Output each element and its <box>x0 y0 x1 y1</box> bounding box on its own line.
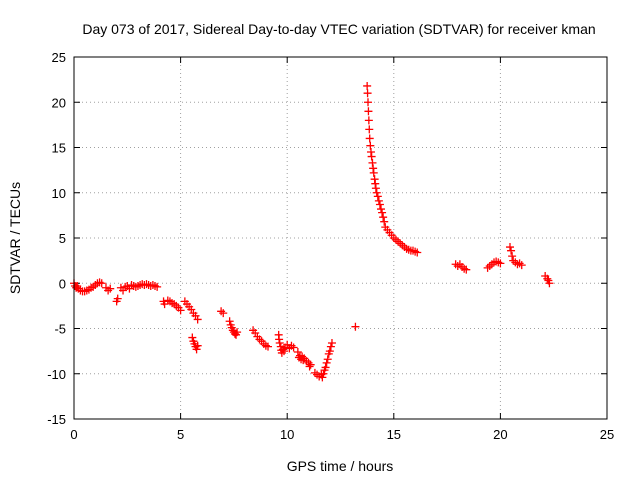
data-point-marker <box>364 98 373 107</box>
y-axis-label: SDTVAR / TECUs <box>7 182 23 294</box>
data-point-marker <box>225 317 234 326</box>
data-point-marker <box>325 347 334 356</box>
data-point-marker <box>396 239 405 248</box>
data-point-marker <box>176 306 185 315</box>
tick-layer: 0 5 10 15 20 25 -15 -10 -5 0 5 10 15 20 25 <box>47 50 614 442</box>
data-point-marker <box>507 246 516 255</box>
data-point-marker <box>323 355 332 364</box>
y-tick-label: -15 <box>47 412 66 427</box>
plot-frame <box>73 56 608 420</box>
data-point-marker <box>496 259 505 268</box>
data-point-marker <box>113 294 122 303</box>
data-point-marker <box>327 338 336 347</box>
grid-layer <box>74 57 607 419</box>
data-point-marker <box>545 279 554 288</box>
data-point-marker <box>371 184 380 193</box>
data-point-marker <box>363 81 372 90</box>
y-tick-label: 15 <box>52 141 66 156</box>
data-point-marker <box>373 192 382 201</box>
data-point-marker <box>398 241 407 250</box>
data-point-marker <box>293 348 302 357</box>
data-point-marker <box>275 338 284 347</box>
data-point-marker <box>483 263 492 272</box>
data-point-marker <box>153 282 162 291</box>
data-point-marker <box>133 281 142 290</box>
data-point-marker <box>193 315 202 324</box>
data-point-marker <box>121 282 130 291</box>
data-point-marker <box>408 246 417 255</box>
data-point-marker <box>391 235 400 244</box>
data-point-marker <box>485 262 494 271</box>
data-point-marker <box>280 347 289 356</box>
data-point-marker <box>462 265 471 274</box>
data-point-marker <box>413 248 422 257</box>
data-point-marker <box>97 279 106 288</box>
y-tick-label: 0 <box>59 276 66 291</box>
data-point-marker <box>380 217 389 226</box>
y-tick-label: -5 <box>54 322 66 337</box>
marker-layer <box>70 81 554 382</box>
x-tick-label: 10 <box>280 427 294 442</box>
data-point-marker <box>364 116 373 125</box>
data-point-marker <box>142 280 151 289</box>
data-point-marker <box>494 258 503 267</box>
x-tick-label: 15 <box>387 427 401 442</box>
data-point-marker <box>517 261 526 270</box>
data-point-marker <box>306 360 315 369</box>
y-tick-label: 10 <box>52 186 66 201</box>
x-tick-label: 20 <box>493 427 507 442</box>
data-point-marker <box>193 341 202 350</box>
chart-title: Day 073 of 2017, Sidereal Day-to-day VTE… <box>82 21 595 37</box>
data-point-marker <box>394 237 403 246</box>
data-point-marker <box>369 168 378 177</box>
data-point-marker <box>505 243 514 252</box>
data-point-marker <box>219 309 228 318</box>
data-point-marker <box>319 369 328 378</box>
y-tick-label: 20 <box>52 95 66 110</box>
x-axis-label: GPS time / hours <box>287 458 394 474</box>
data-point-marker <box>318 373 327 382</box>
x-tick-label: 5 <box>177 427 184 442</box>
data-point-marker <box>106 284 115 293</box>
data-point-marker <box>326 342 335 351</box>
y-tick-label: -10 <box>47 367 66 382</box>
data-point-marker <box>377 205 386 214</box>
data-point-marker <box>378 208 387 217</box>
data-point-marker <box>310 368 319 377</box>
data-point-marker <box>351 322 360 331</box>
x-tick-label: 25 <box>600 427 614 442</box>
data-point-marker <box>543 274 552 283</box>
data-point-marker <box>379 213 388 222</box>
data-point-marker <box>365 125 374 134</box>
data-point-marker <box>367 152 376 161</box>
data-point-marker <box>513 260 522 269</box>
y-tick-label: 25 <box>52 50 66 65</box>
data-point-marker <box>374 196 383 205</box>
data-point-marker <box>411 247 420 256</box>
data-point-marker <box>217 307 226 316</box>
data-point-marker <box>261 341 270 350</box>
data-point-marker <box>508 252 517 261</box>
data-point-marker <box>192 345 201 354</box>
data-point-marker <box>372 188 381 197</box>
data-point-marker <box>321 363 330 372</box>
data-point-marker <box>365 134 374 143</box>
y-tick-label: 5 <box>59 231 66 246</box>
data-point-marker <box>127 281 136 290</box>
data-point-marker <box>233 328 242 337</box>
data-point-marker <box>375 200 384 209</box>
data-point-marker <box>188 333 197 342</box>
data-point-marker <box>305 362 314 371</box>
x-tick-label: 0 <box>70 427 77 442</box>
data-point-marker <box>402 244 411 253</box>
data-point-marker <box>364 107 373 116</box>
data-point-marker <box>289 343 298 352</box>
data-point-marker <box>151 281 160 290</box>
data-point-marker <box>264 342 273 351</box>
data-point-marker <box>322 358 331 367</box>
data-point-marker <box>148 281 157 290</box>
data-point-marker <box>363 89 372 98</box>
